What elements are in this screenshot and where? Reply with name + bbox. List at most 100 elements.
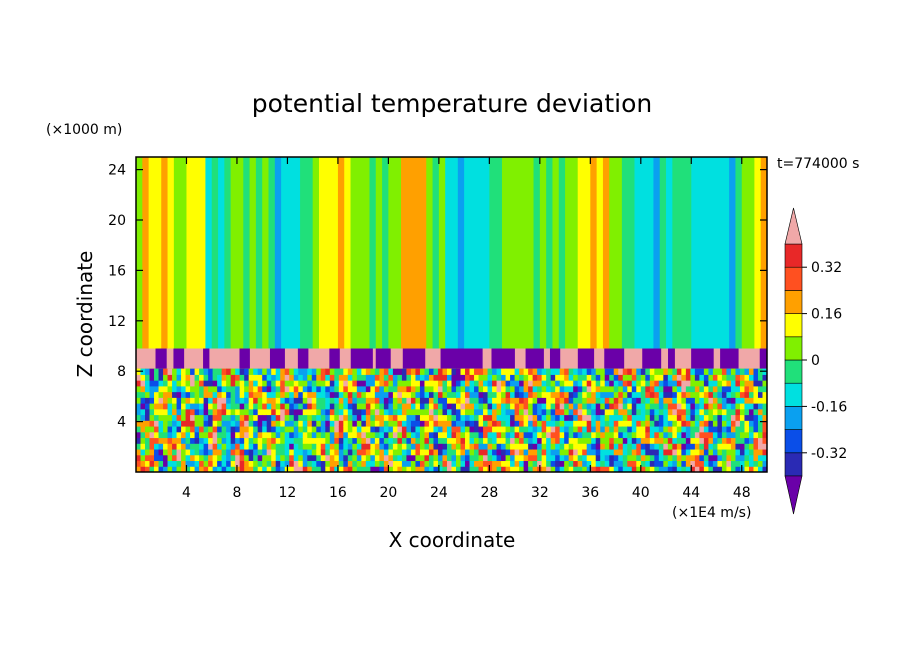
convective-cell — [708, 420, 714, 427]
convective-cell — [595, 397, 601, 404]
convective-cell — [685, 431, 691, 439]
convective-cell — [690, 431, 696, 439]
convective-cell — [496, 449, 502, 456]
upper-layer-cell — [413, 157, 421, 349]
convective-cell — [356, 449, 362, 456]
convective-cell — [338, 408, 344, 416]
convective-cell — [163, 466, 169, 472]
convective-cell — [505, 380, 511, 387]
convective-cell — [275, 420, 281, 427]
convective-cell — [266, 368, 272, 375]
convective-cell — [712, 420, 718, 427]
convective-cell — [235, 454, 241, 462]
upper-layer-cell — [615, 157, 623, 349]
convective-cell — [446, 420, 452, 427]
convective-cell — [609, 443, 615, 450]
convective-cell — [253, 408, 259, 416]
convective-cell — [383, 454, 389, 462]
convective-cell — [532, 414, 538, 421]
inversion-dip — [350, 348, 373, 369]
convective-cell — [667, 443, 673, 450]
convective-cell — [410, 454, 416, 462]
convective-cell — [748, 437, 754, 444]
convective-cell — [676, 397, 682, 404]
convective-cell — [555, 397, 561, 404]
x-tick-label: 20 — [379, 485, 397, 501]
convective-cell — [203, 385, 209, 393]
convective-cell — [374, 443, 380, 450]
convective-cell — [618, 449, 624, 456]
convective-cell — [158, 414, 164, 421]
convective-cell — [154, 374, 160, 381]
convective-cell — [392, 374, 398, 381]
convective-cell — [717, 385, 723, 393]
convective-cell — [199, 460, 205, 467]
convective-cell — [410, 374, 416, 381]
convective-cell — [510, 403, 516, 410]
convective-cell — [437, 374, 443, 381]
convective-cell — [510, 408, 516, 416]
convective-cell — [717, 368, 723, 375]
inversion-dip — [203, 348, 210, 369]
convective-cell — [496, 414, 502, 421]
convective-cell — [437, 437, 443, 444]
convective-cell — [311, 466, 317, 472]
convective-cell — [568, 426, 574, 433]
convective-cell — [419, 466, 425, 472]
convective-cell — [523, 466, 529, 472]
convective-cell — [194, 408, 200, 416]
convective-cell — [181, 374, 187, 381]
upper-layer-cell — [438, 157, 446, 349]
convective-cell — [460, 443, 466, 450]
convective-cell — [654, 374, 660, 381]
convective-cell — [253, 454, 259, 462]
convective-cell — [636, 397, 642, 404]
convective-cell — [717, 397, 723, 404]
convective-cell — [568, 385, 574, 393]
convective-cell — [631, 368, 637, 375]
convective-cell — [618, 437, 624, 444]
convective-cell — [320, 420, 326, 427]
convective-cell — [289, 403, 295, 410]
convective-cell — [248, 431, 254, 439]
convective-cell — [230, 391, 236, 398]
convective-cell — [176, 443, 182, 450]
convective-cell — [374, 437, 380, 444]
convective-cell — [478, 431, 484, 439]
convective-cell — [428, 397, 434, 404]
convective-cell — [708, 397, 714, 404]
convective-cell — [221, 454, 227, 462]
convective-cell — [658, 449, 664, 456]
convective-cell — [352, 420, 358, 427]
y-tick-label: 4 — [117, 415, 126, 431]
convective-cell — [140, 431, 146, 439]
convective-cell — [559, 426, 565, 433]
convective-cell — [149, 454, 155, 462]
convective-cell — [217, 426, 223, 433]
convective-cell — [649, 454, 655, 462]
convective-cell — [379, 414, 385, 421]
convective-cell — [685, 454, 691, 462]
convective-cell — [428, 449, 434, 456]
convective-cell — [487, 466, 493, 472]
convective-cell — [320, 437, 326, 444]
convective-cell — [221, 466, 227, 472]
convective-cell — [226, 414, 232, 421]
convective-cell — [158, 443, 164, 450]
convective-cell — [591, 449, 597, 456]
convective-cell — [609, 426, 615, 433]
convective-cell — [595, 414, 601, 421]
convective-cell — [253, 437, 259, 444]
convective-cell — [419, 449, 425, 456]
y-axis-label: Z coordinate — [73, 251, 97, 378]
convective-cell — [388, 397, 394, 404]
convective-cell — [640, 408, 646, 416]
convective-cell — [762, 408, 767, 416]
convective-cell — [284, 397, 290, 404]
convective-cell — [383, 426, 389, 433]
convective-cell — [582, 460, 588, 467]
convective-cell — [685, 391, 691, 398]
convective-cell — [437, 368, 443, 375]
convective-cell — [532, 460, 538, 467]
convective-cell — [523, 449, 529, 456]
